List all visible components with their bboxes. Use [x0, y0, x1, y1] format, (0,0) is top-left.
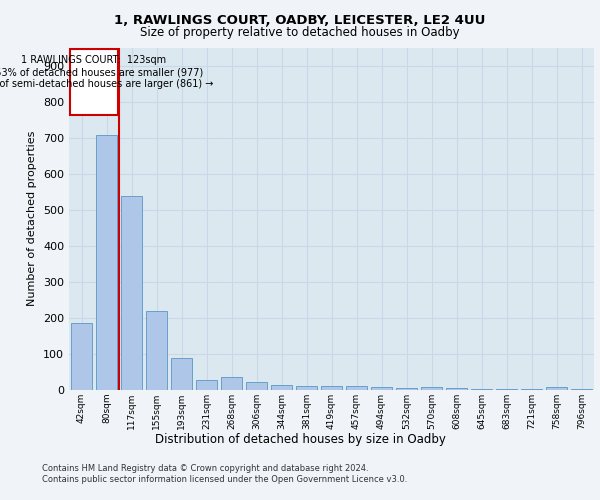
Bar — [571, 389, 592, 390]
Text: 1, RAWLINGS COURT, OADBY, LEICESTER, LE2 4UU: 1, RAWLINGS COURT, OADBY, LEICESTER, LE2… — [115, 14, 485, 27]
Bar — [546, 387, 567, 390]
Bar — [246, 382, 267, 390]
Bar — [446, 388, 467, 390]
Bar — [171, 358, 192, 390]
Bar — [271, 385, 292, 390]
Bar — [396, 388, 417, 390]
Bar — [221, 378, 242, 390]
Bar — [96, 135, 117, 390]
Text: Contains HM Land Registry data © Crown copyright and database right 2024.: Contains HM Land Registry data © Crown c… — [42, 464, 368, 473]
Bar — [321, 386, 342, 390]
Text: ← 53% of detached houses are smaller (977): ← 53% of detached houses are smaller (97… — [0, 68, 203, 78]
Bar — [296, 386, 317, 390]
Bar — [146, 310, 167, 390]
Bar — [346, 386, 367, 390]
Bar — [496, 389, 517, 390]
Bar — [421, 387, 442, 390]
Text: 46% of semi-detached houses are larger (861) →: 46% of semi-detached houses are larger (… — [0, 79, 213, 89]
Bar — [121, 196, 142, 390]
Text: 1 RAWLINGS COURT:  123sqm: 1 RAWLINGS COURT: 123sqm — [22, 54, 166, 64]
Text: Distribution of detached houses by size in Oadby: Distribution of detached houses by size … — [155, 432, 445, 446]
Bar — [371, 388, 392, 390]
Text: Size of property relative to detached houses in Oadby: Size of property relative to detached ho… — [140, 26, 460, 39]
Bar — [196, 380, 217, 390]
Y-axis label: Number of detached properties: Number of detached properties — [28, 131, 37, 306]
FancyBboxPatch shape — [70, 50, 118, 116]
Bar — [71, 324, 92, 390]
Text: Contains public sector information licensed under the Open Government Licence v3: Contains public sector information licen… — [42, 475, 407, 484]
